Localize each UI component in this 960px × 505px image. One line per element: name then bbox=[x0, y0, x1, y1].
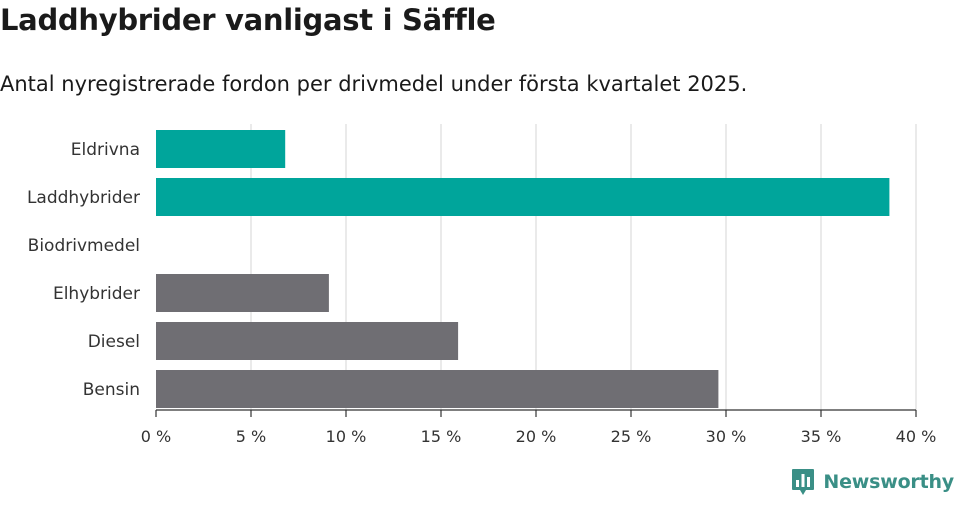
category-label: Diesel bbox=[88, 332, 140, 352]
brand-logo: Newsworthy bbox=[791, 468, 954, 496]
category-label: Biodrivmedel bbox=[28, 236, 140, 256]
x-tick-label: 25 % bbox=[611, 427, 652, 446]
bar-chart-badge-icon bbox=[792, 469, 815, 495]
gridlines bbox=[250, 124, 917, 410]
bar-laddhybrider bbox=[156, 178, 890, 216]
x-axis: 0 % 5 % 10 % 15 % 20 % 25 % 30 % 35 % 40 % bbox=[141, 409, 937, 446]
x-tick-label: 5 % bbox=[236, 427, 266, 446]
x-tick-label: 15 % bbox=[421, 427, 462, 446]
bars bbox=[156, 130, 890, 408]
x-tick-label: 35 % bbox=[801, 427, 842, 446]
x-tick-label: 0 % bbox=[141, 427, 171, 446]
brand-name: Newsworthy bbox=[823, 471, 954, 493]
bar-diesel bbox=[156, 322, 459, 360]
bar-bensin bbox=[156, 370, 719, 408]
category-labels: Eldrivna Laddhybrider Biodrivmedel Elhybrid… bbox=[27, 140, 140, 400]
category-label: Eldrivna bbox=[71, 140, 140, 160]
x-tick-label: 40 % bbox=[896, 427, 937, 446]
bar-elhybrider bbox=[156, 274, 329, 312]
category-label: Bensin bbox=[83, 380, 140, 400]
x-tick-label: 20 % bbox=[516, 427, 557, 446]
category-label: Laddhybrider bbox=[27, 188, 140, 208]
category-label: Elhybrider bbox=[53, 284, 140, 304]
bar-eldrivna bbox=[156, 130, 286, 168]
x-tick-label: 30 % bbox=[706, 427, 747, 446]
x-tick-label: 10 % bbox=[326, 427, 367, 446]
chart-subtitle: Antal nyregistrerade fordon per drivmede… bbox=[0, 72, 748, 96]
chart-title: Laddhybrider vanligast i Säffle bbox=[0, 3, 496, 37]
